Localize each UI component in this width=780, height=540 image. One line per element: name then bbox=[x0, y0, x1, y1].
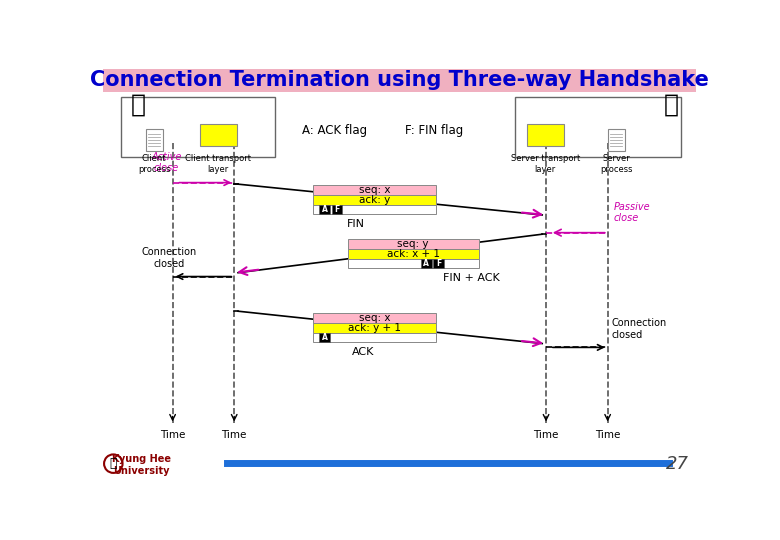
Text: 🖥: 🖥 bbox=[130, 93, 145, 117]
Bar bbox=[200, 124, 236, 146]
Bar bbox=[313, 195, 436, 205]
Bar bbox=[608, 130, 625, 151]
Bar bbox=[319, 333, 330, 342]
Bar bbox=[313, 333, 436, 342]
Text: 🖥: 🖥 bbox=[663, 93, 679, 117]
Text: Server
process: Server process bbox=[600, 154, 633, 173]
Text: Server transport
layer: Server transport layer bbox=[511, 154, 580, 173]
Text: F: F bbox=[436, 259, 441, 268]
Text: FIN: FIN bbox=[346, 219, 364, 229]
Text: Passive
close: Passive close bbox=[614, 202, 651, 224]
Bar bbox=[121, 97, 275, 157]
Text: Time: Time bbox=[160, 430, 186, 440]
Bar bbox=[526, 124, 564, 146]
Bar bbox=[332, 205, 342, 214]
Bar bbox=[313, 323, 436, 333]
Text: ack: y + 1: ack: y + 1 bbox=[348, 323, 401, 333]
Text: ACK: ACK bbox=[352, 347, 374, 356]
Bar bbox=[348, 259, 479, 268]
Text: seq: y: seq: y bbox=[398, 239, 429, 249]
Bar bbox=[319, 205, 330, 214]
Text: Kyung Hee
University: Kyung Hee University bbox=[112, 454, 172, 476]
Text: F: F bbox=[335, 205, 339, 214]
Bar bbox=[313, 185, 436, 195]
Bar bbox=[421, 259, 431, 268]
Text: Connection
closed: Connection closed bbox=[612, 318, 667, 340]
Text: F: FIN flag: F: FIN flag bbox=[406, 124, 463, 137]
Text: Active
close: Active close bbox=[151, 152, 182, 173]
Text: A: A bbox=[424, 259, 429, 268]
Text: 🏛: 🏛 bbox=[109, 457, 117, 470]
Bar bbox=[516, 97, 681, 157]
Text: ack: y: ack: y bbox=[359, 195, 390, 205]
Bar bbox=[433, 259, 444, 268]
Text: A: A bbox=[321, 333, 328, 342]
Bar bbox=[146, 130, 162, 151]
Text: Client
process: Client process bbox=[138, 154, 170, 173]
Bar bbox=[313, 205, 436, 214]
Text: Connection
closed: Connection closed bbox=[141, 247, 197, 269]
Bar bbox=[313, 313, 436, 323]
Text: Time: Time bbox=[595, 430, 620, 440]
Text: Time: Time bbox=[534, 430, 558, 440]
Bar bbox=[103, 69, 697, 92]
Text: 27: 27 bbox=[665, 455, 689, 473]
Bar bbox=[348, 239, 479, 249]
Text: seq: x: seq: x bbox=[359, 313, 391, 323]
Text: ack: x + 1: ack: x + 1 bbox=[387, 249, 440, 259]
Text: FIN + ACK: FIN + ACK bbox=[442, 273, 499, 283]
Text: Client transport
layer: Client transport layer bbox=[185, 154, 251, 173]
Text: Connection Termination using Three-way Handshake: Connection Termination using Three-way H… bbox=[90, 70, 709, 90]
Text: A: A bbox=[321, 205, 328, 214]
Text: A: ACK flag: A: ACK flag bbox=[302, 124, 367, 137]
Text: Time: Time bbox=[222, 430, 247, 440]
Bar bbox=[348, 249, 479, 259]
Text: seq: x: seq: x bbox=[359, 185, 391, 195]
